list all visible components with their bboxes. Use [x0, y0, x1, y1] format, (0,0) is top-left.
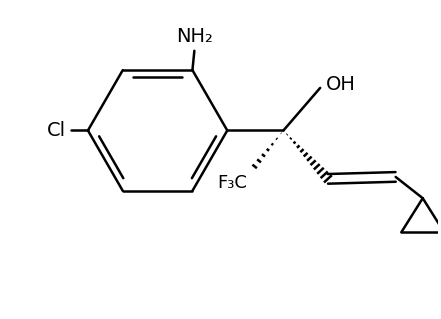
Text: Cl: Cl — [47, 121, 66, 140]
Text: F₃C: F₃C — [218, 174, 247, 192]
Text: NH₂: NH₂ — [176, 27, 213, 46]
Text: OH: OH — [326, 76, 356, 94]
